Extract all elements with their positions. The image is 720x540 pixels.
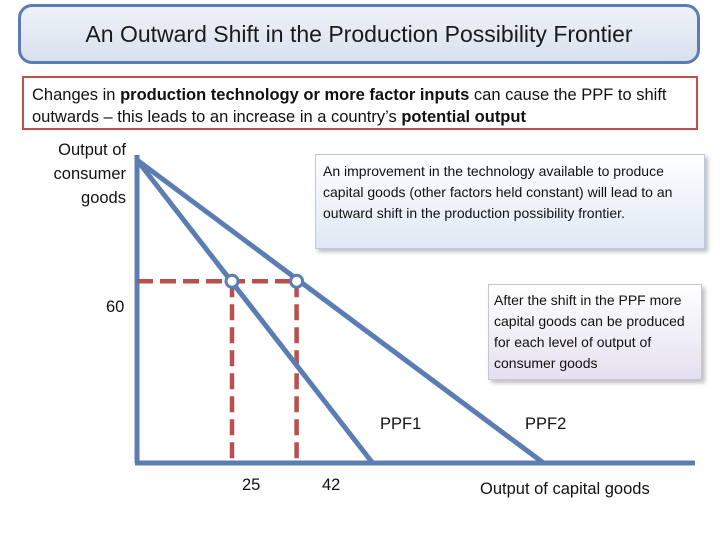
callout-after-shift: After the shift in the PPF more capital … [488, 284, 702, 380]
curve-label-ppf2: PPF2 [525, 415, 567, 433]
x-axis-label: Output of capital goods [480, 480, 650, 498]
y-axis-label: Output of consumer goods [53, 141, 126, 207]
reference-point-2 [289, 273, 305, 289]
reference-point-1 [224, 273, 240, 289]
curve-label-ppf1: PPF1 [380, 415, 422, 433]
x-tick-label-42: 42 [322, 476, 341, 494]
ppf-curve-2 [134, 157, 547, 466]
ppf-curve-1 [134, 157, 376, 466]
intro-text-part1: Changes in [32, 86, 121, 104]
intro-text-part2: can cause the PPF to shift outwards – th… [32, 86, 667, 126]
title-banner: An Outward Shift in the Production Possi… [18, 4, 700, 64]
y-tick-label-60: 60 [106, 298, 125, 316]
intro-text-box: Changes in production technology or more… [22, 76, 698, 130]
callout-technology: An improvement in the technology availab… [315, 154, 705, 249]
page-title: An Outward Shift in the Production Possi… [85, 20, 633, 47]
intro-bold-1: production technology or more factor inp… [120, 86, 470, 104]
intro-bold-2: potential output [401, 108, 526, 126]
x-tick-label-25: 25 [242, 476, 261, 494]
